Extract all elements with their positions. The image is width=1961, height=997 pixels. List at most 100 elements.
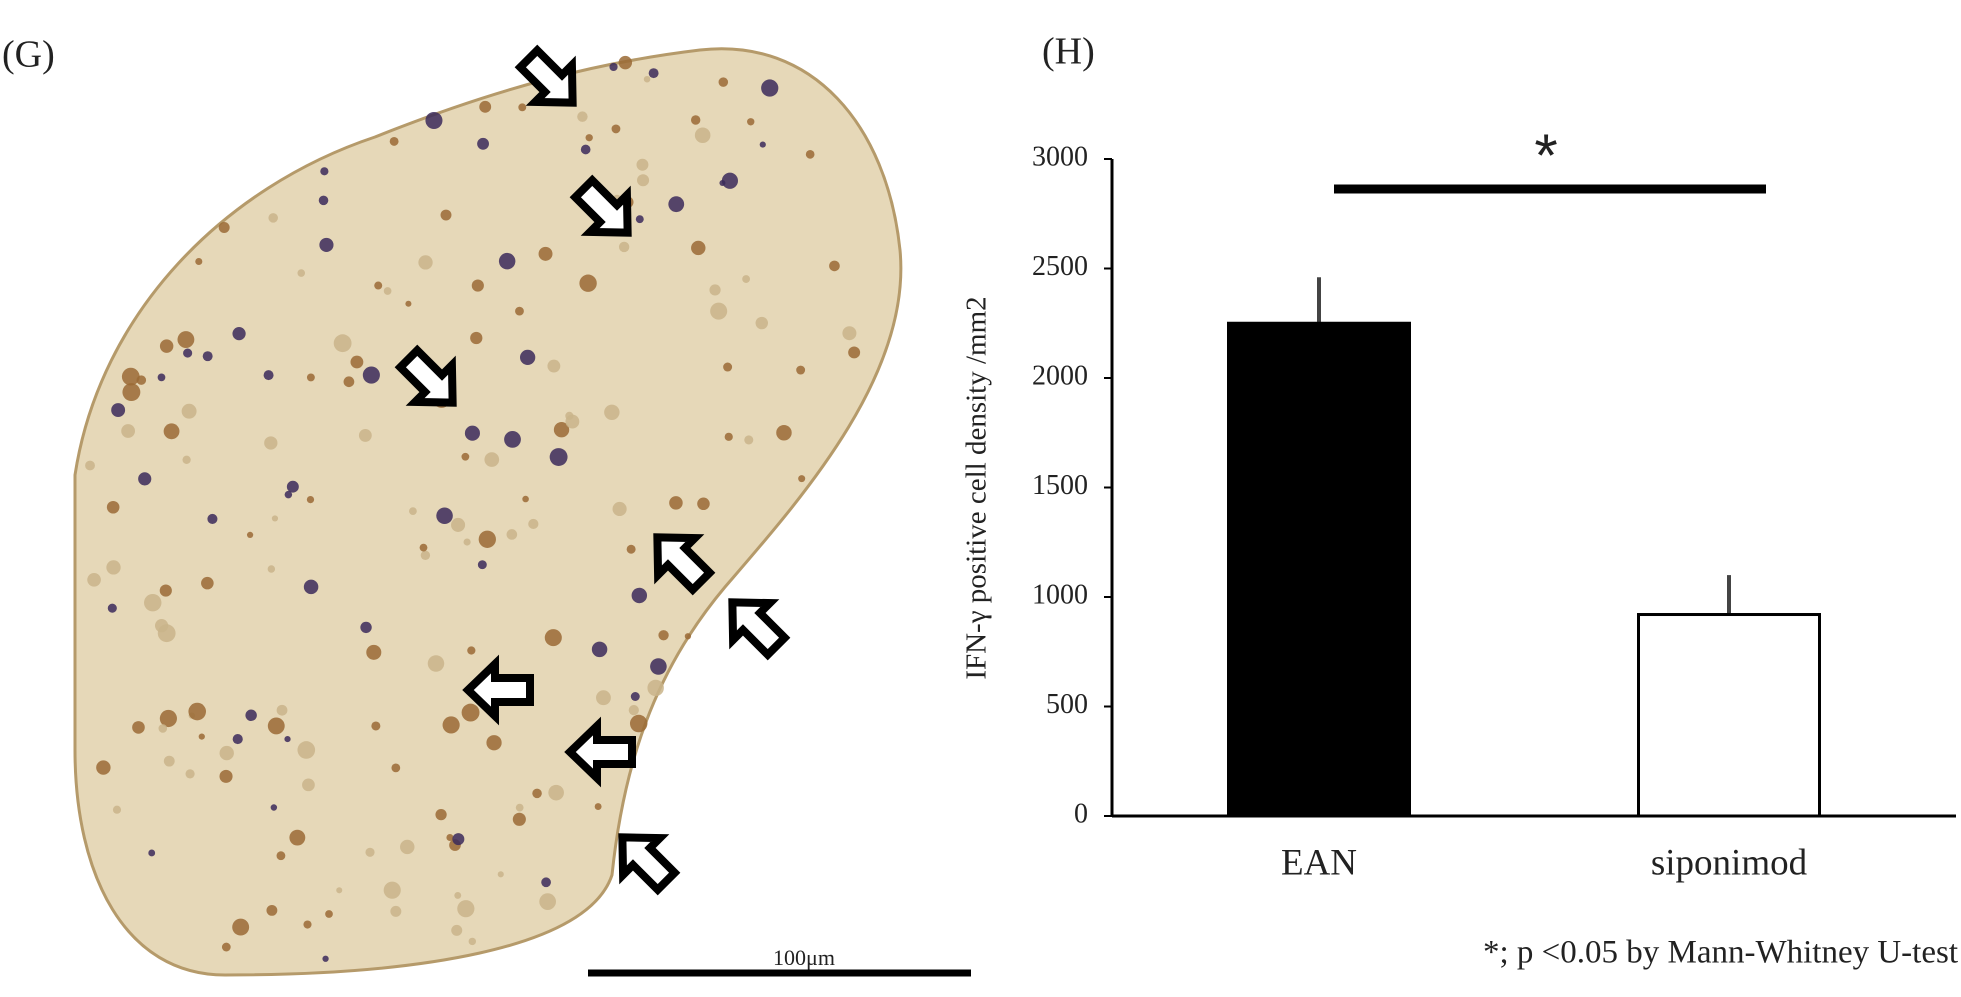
cell: [650, 658, 667, 675]
cell: [612, 501, 627, 517]
arrows: [394, 44, 791, 896]
cell: [452, 833, 465, 846]
arrow: [728, 598, 791, 661]
cell: [144, 593, 162, 612]
cell: [111, 403, 126, 418]
cell: [498, 252, 516, 270]
cell: [266, 904, 278, 916]
cell: [776, 425, 792, 441]
cell: [138, 472, 152, 486]
cell: [579, 274, 597, 292]
cell: [303, 920, 312, 929]
cell: [157, 373, 166, 382]
cell: [163, 423, 180, 440]
cell: [744, 435, 754, 445]
cell: [267, 717, 285, 735]
y-tick-label: 1000: [1032, 579, 1088, 610]
cell: [442, 716, 460, 734]
cell: [132, 721, 145, 734]
y-tick-label: 0: [1074, 798, 1088, 829]
cell: [761, 79, 779, 97]
cell: [374, 281, 383, 290]
cell: [515, 803, 524, 812]
cell: [268, 213, 278, 223]
cell: [336, 887, 343, 894]
cell: [106, 500, 120, 514]
cell: [684, 633, 692, 640]
cell: [96, 760, 111, 775]
cell: [446, 834, 454, 842]
x-tick-label: siponimod: [1651, 842, 1808, 883]
cell: [532, 788, 542, 799]
cell: [796, 365, 806, 375]
cell: [159, 339, 174, 353]
cell: [691, 240, 706, 256]
cell: [643, 75, 651, 83]
cell: [207, 513, 218, 524]
cell: [107, 603, 117, 613]
cell: [694, 127, 711, 144]
cell: [202, 351, 213, 362]
y-tick-label: 500: [1046, 689, 1088, 720]
cell: [538, 246, 553, 261]
cell: [477, 137, 489, 150]
cell: [618, 55, 633, 70]
cell: [848, 346, 861, 359]
cell: [218, 222, 230, 234]
cell: [486, 735, 502, 751]
cell: [154, 619, 169, 633]
cell: [520, 349, 536, 365]
cell: [289, 829, 306, 846]
cell: [669, 496, 683, 510]
cell: [690, 115, 701, 125]
arrow: [394, 344, 457, 407]
cell: [306, 373, 315, 382]
cell: [635, 215, 644, 224]
cell: [594, 803, 602, 811]
cell: [188, 702, 207, 721]
cell: [724, 432, 733, 441]
cell: [320, 167, 329, 176]
cell: [263, 370, 274, 381]
cell: [87, 572, 101, 587]
cell: [467, 646, 476, 655]
cell: [181, 403, 197, 419]
cell: [544, 629, 562, 647]
cell: [232, 327, 246, 341]
cell: [318, 195, 329, 206]
cell: [159, 709, 177, 728]
cell: [297, 741, 316, 759]
cell: [420, 550, 431, 560]
cell: [362, 366, 380, 384]
cell: [198, 733, 205, 740]
cell: [742, 275, 751, 283]
cell: [232, 734, 243, 745]
cell: [631, 587, 648, 604]
cell: [577, 111, 588, 122]
cell: [506, 529, 518, 540]
cell: [195, 257, 203, 266]
cell: [306, 495, 315, 504]
cell: [637, 174, 650, 187]
cell: [276, 851, 286, 861]
cell: [464, 425, 480, 441]
cell: [518, 103, 527, 112]
cell: [626, 544, 636, 554]
cell: [177, 331, 195, 348]
y-tick-label: 2500: [1032, 251, 1088, 282]
cell: [454, 891, 462, 899]
cell: [148, 849, 156, 857]
cell: [585, 134, 593, 142]
cell: [461, 703, 480, 722]
cell: [383, 287, 392, 295]
cell: [648, 68, 659, 79]
cell: [366, 644, 382, 660]
cell: [232, 918, 250, 936]
cell: [609, 62, 618, 72]
cell: [400, 839, 415, 855]
cell: [541, 877, 551, 888]
cell: [121, 424, 136, 438]
cell: [284, 490, 293, 499]
cell: [365, 847, 375, 857]
